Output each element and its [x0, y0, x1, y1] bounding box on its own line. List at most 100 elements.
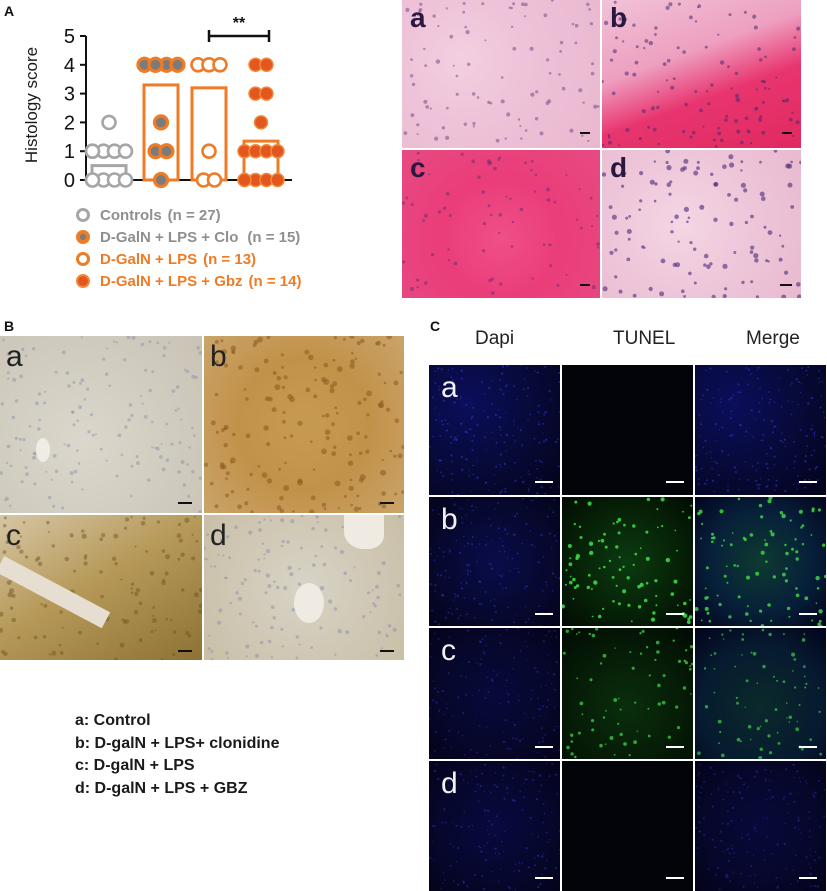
texture-dot: [466, 542, 469, 545]
texture-dot: [311, 563, 316, 567]
texture-dot: [697, 6, 699, 9]
texture-dot: [461, 521, 464, 524]
texture-dot: [714, 422, 717, 426]
texture-dot: [206, 533, 209, 537]
texture-dot: [727, 791, 729, 793]
texture-dot: [513, 461, 516, 464]
texture-dot: [443, 746, 445, 749]
texture-dot: [821, 380, 823, 382]
texture-dot: [497, 158, 501, 161]
scale-bar: [580, 132, 590, 134]
texture-dot: [735, 97, 741, 103]
texture-dot: [796, 26, 801, 31]
texture-dot: [767, 260, 770, 263]
texture-dot: [797, 792, 799, 794]
texture-dot: [724, 463, 726, 465]
texture-dot: [281, 365, 285, 369]
texture-dot: [553, 729, 556, 732]
texture-dot: [511, 515, 513, 517]
texture-dot: [626, 229, 632, 234]
texture-dot: [443, 713, 445, 716]
texture-dot: [2, 338, 5, 342]
texture-dot: [662, 674, 666, 678]
texture-dot: [754, 874, 756, 876]
texture-dot: [523, 712, 525, 714]
texture-dot: [503, 850, 505, 852]
texture-dot: [586, 2, 590, 6]
texture-dot: [465, 581, 468, 584]
texture-dot: [696, 785, 698, 788]
texture-dot: [108, 384, 112, 387]
texture-dot: [790, 160, 793, 164]
texture-dot: [349, 363, 355, 369]
texture-dot: [295, 656, 299, 660]
texture-dot: [750, 214, 754, 219]
texture-dot: [575, 218, 579, 221]
texture-dot: [799, 391, 802, 394]
texture-dot: [529, 629, 531, 631]
texture-dot: [455, 74, 459, 78]
scale-bar: [535, 613, 553, 615]
texture-dot: [61, 626, 64, 629]
texture-dot: [486, 676, 488, 679]
texture-dot: [213, 565, 217, 568]
scale-bar: [535, 877, 553, 879]
texture-dot: [503, 441, 506, 444]
texture-dot: [96, 642, 99, 645]
texture-dot: [793, 460, 796, 463]
texture-dot: [759, 747, 763, 751]
texture-dot: [467, 564, 470, 567]
texture-dot: [83, 398, 87, 401]
texture-dot: [513, 656, 515, 659]
texture-dot: [455, 539, 458, 542]
texture-dot: [739, 478, 741, 480]
texture-dot: [487, 690, 490, 693]
texture-dot: [46, 520, 50, 525]
legend-item-controls: Controls (n = 27): [76, 206, 221, 224]
texture-dot: [534, 117, 539, 121]
texture-dot: [756, 682, 758, 685]
texture-dot: [334, 653, 337, 656]
texture-dot: [808, 863, 810, 865]
texture-dot: [498, 213, 502, 217]
texture-dot: [449, 843, 452, 845]
texture-dot: [405, 7, 410, 12]
texture-dot: [721, 450, 724, 453]
texture-dot: [198, 603, 202, 609]
texture-dot: [554, 440, 557, 443]
texture-dot: [689, 135, 693, 139]
texture-dot: [772, 675, 775, 678]
texture-dot: [724, 118, 728, 122]
texture-dot: [590, 71, 595, 76]
texture-dot: [434, 731, 438, 734]
texture-dot: [453, 438, 456, 441]
texture-dot: [736, 564, 739, 568]
texture-dot: [381, 504, 387, 509]
he-tile-d: d: [602, 150, 801, 298]
texture-dot: [250, 510, 254, 513]
texture-dot: [732, 871, 735, 873]
texture-dot: [514, 515, 517, 518]
texture-dot: [811, 619, 814, 622]
texture-dot: [545, 684, 547, 687]
texture-dot: [228, 556, 232, 560]
texture-dot: [762, 664, 766, 669]
texture-dot: [796, 880, 799, 883]
texture-dot: [766, 835, 768, 838]
texture-dot: [62, 350, 66, 355]
texture-dot: [473, 597, 476, 600]
texture-dot: [654, 658, 657, 661]
texture-dot: [354, 357, 358, 360]
texture-dot: [545, 581, 547, 583]
texture-dot: [537, 404, 540, 407]
texture-dot: [496, 785, 499, 789]
texture-dot: [477, 175, 481, 179]
texture-dot: [700, 423, 703, 426]
texture-dot: [536, 477, 538, 479]
texture-dot: [617, 602, 621, 606]
texture-dot: [743, 783, 746, 786]
texture-dot: [567, 544, 572, 548]
texture-dot: [713, 138, 716, 142]
texture-dot: [762, 817, 764, 819]
texture-dot: [447, 258, 450, 262]
